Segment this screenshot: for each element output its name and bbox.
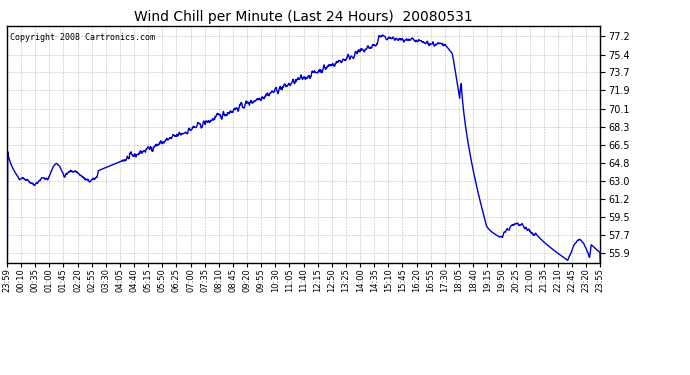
Text: Copyright 2008 Cartronics.com: Copyright 2008 Cartronics.com	[10, 33, 155, 42]
Title: Wind Chill per Minute (Last 24 Hours)  20080531: Wind Chill per Minute (Last 24 Hours) 20…	[135, 10, 473, 24]
